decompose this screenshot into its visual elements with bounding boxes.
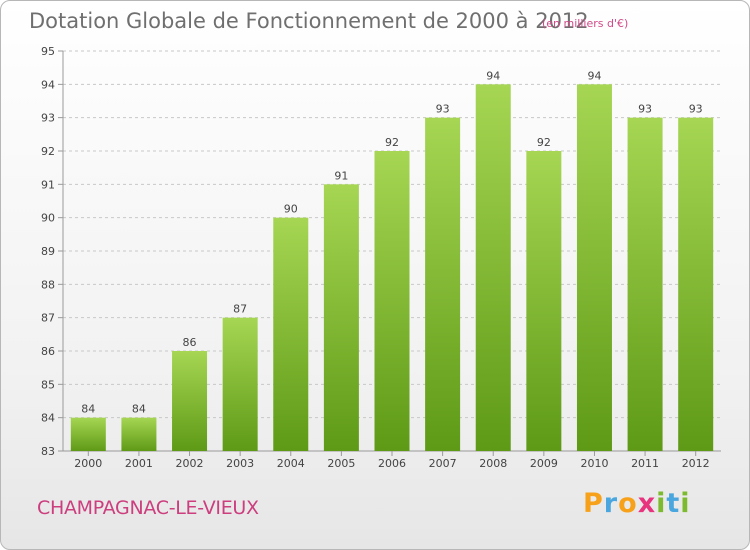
bar-2009	[526, 151, 562, 451]
commune-name: CHAMPAGNAC-LE-VIEUX	[37, 497, 259, 519]
y-tick-label: 90	[41, 212, 55, 225]
bar-2000	[70, 417, 106, 451]
y-tick-label: 94	[41, 78, 55, 91]
bar-2011	[627, 117, 663, 452]
bar-2003	[222, 317, 258, 451]
data-label: 93	[436, 103, 450, 116]
logo-letter: r	[603, 488, 619, 519]
data-label: 92	[385, 136, 399, 149]
x-tick-label: 2007	[429, 457, 457, 470]
y-tick-label: 92	[41, 145, 55, 158]
data-label: 93	[689, 103, 703, 116]
bar-2002	[172, 351, 208, 451]
data-label: 94	[486, 69, 500, 82]
bar-2007	[425, 117, 461, 452]
x-tick-label: 2001	[125, 457, 153, 470]
bar-2008	[475, 84, 511, 451]
x-tick-label: 2006	[378, 457, 406, 470]
labels: 83 84 85 86 87 88 89 90 91 92 93 94 95 84 2000 84 2001 86…	[41, 45, 710, 470]
bar-2006	[374, 151, 410, 451]
chart-title: Dotation Globale de Fonctionnement de 20…	[29, 9, 589, 33]
x-tick-label: 2004	[277, 457, 305, 470]
y-tick-label: 83	[41, 445, 55, 458]
data-label: 91	[334, 169, 348, 182]
y-tick-label: 87	[41, 312, 55, 325]
logo-letter: o	[618, 488, 638, 519]
x-tick-label: 2002	[176, 457, 204, 470]
data-label: 93	[638, 103, 652, 116]
logo-letter: t	[666, 488, 681, 519]
x-tick-label: 2011	[631, 457, 659, 470]
data-label: 94	[587, 69, 601, 82]
data-label: 84	[132, 403, 146, 416]
x-tick-label: 2012	[682, 457, 710, 470]
bar-2005	[323, 184, 359, 452]
y-tick-label: 86	[41, 345, 55, 358]
bars	[70, 84, 714, 452]
x-tick-label: 2010	[580, 457, 608, 470]
bar-chart: 83 84 85 86 87 88 89 90 91 92 93 94 95 84 2000 84 2001 86…	[41, 45, 721, 470]
data-label: 84	[81, 403, 95, 416]
bar-2010	[576, 84, 612, 451]
y-tick-label: 95	[41, 45, 55, 58]
logo-letter: x	[637, 488, 657, 519]
x-tick-label: 2005	[327, 457, 355, 470]
y-tick-label: 84	[41, 412, 55, 425]
proxiti-logo[interactable]: Proxiti	[583, 488, 691, 519]
bar-2004	[273, 217, 309, 451]
chart-subtitle: (en milliers d'€)	[542, 17, 629, 30]
y-tick-label: 89	[41, 245, 55, 258]
x-tick-label: 2009	[530, 457, 558, 470]
logo-letter: i	[656, 488, 667, 519]
x-tick-label: 2000	[74, 457, 102, 470]
x-tick-label: 2008	[479, 457, 507, 470]
x-tick-label: 2003	[226, 457, 254, 470]
bar-2001	[121, 417, 157, 451]
bar-2012	[678, 117, 714, 452]
y-tick-label: 93	[41, 112, 55, 125]
logo-letter: i	[680, 488, 691, 519]
y-tick-label: 91	[41, 178, 55, 191]
data-label: 87	[233, 303, 247, 316]
y-tick-label: 88	[41, 278, 55, 291]
data-label: 92	[537, 136, 551, 149]
y-tick-label: 85	[41, 378, 55, 391]
data-label: 90	[284, 203, 298, 216]
logo-letter: P	[583, 488, 604, 519]
data-label: 86	[183, 336, 197, 349]
